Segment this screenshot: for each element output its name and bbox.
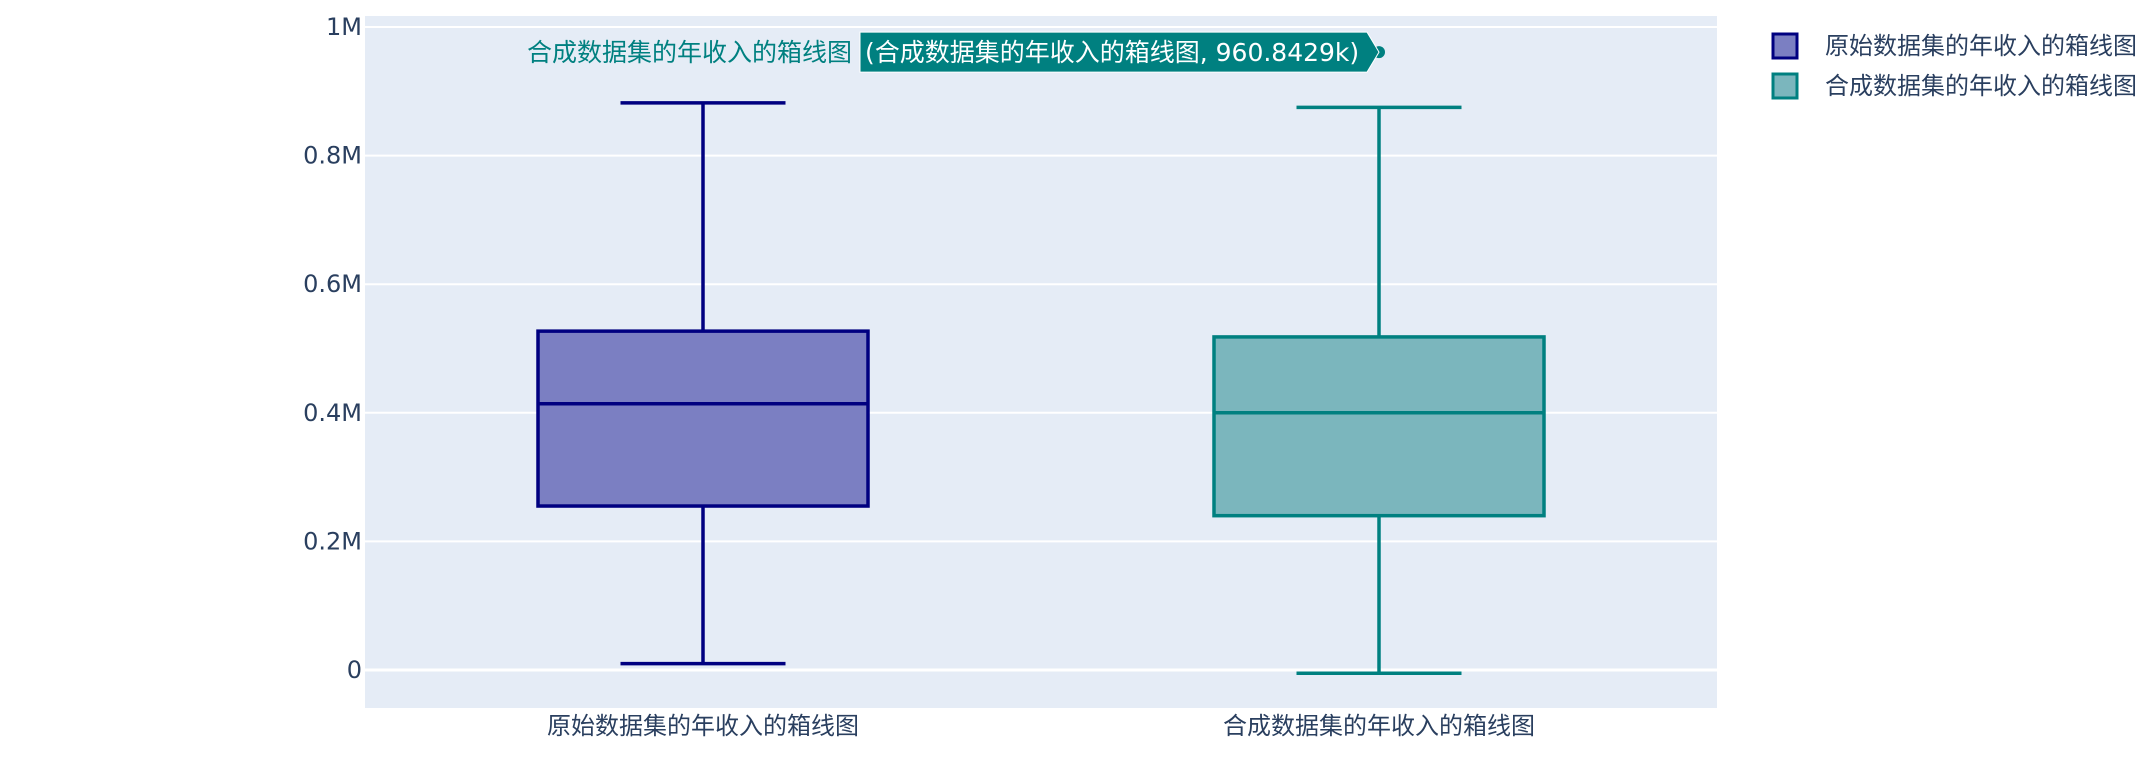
box-iqr[interactable] (1214, 337, 1544, 516)
y-axis-tick-labels: 0 0.2M 0.4M 0.6M 0.8M 1M (303, 13, 362, 684)
y-tick-label: 0.2M (303, 527, 362, 555)
x-category-label: 合成数据集的年收入的箱线图 (1223, 712, 1535, 740)
legend-label: 合成数据集的年收入的箱线图 (1825, 72, 2137, 100)
hover-name-label: 合成数据集的年收入的箱线图 (527, 38, 852, 67)
legend-swatch (1773, 34, 1797, 58)
x-axis-category-labels: 原始数据集的年收入的箱线图 合成数据集的年收入的箱线图 (547, 712, 1535, 740)
y-tick-label: 0 (347, 656, 362, 684)
legend-swatch (1773, 74, 1797, 98)
x-category-label: 原始数据集的年收入的箱线图 (547, 712, 859, 740)
y-tick-label: 1M (326, 13, 362, 41)
legend-label: 原始数据集的年收入的箱线图 (1825, 32, 2137, 60)
hover-tooltip: (合成数据集的年收入的箱线图, 960.8429k) 合成数据集的年收入的箱线图 (527, 32, 1385, 72)
legend-item[interactable]: 原始数据集的年收入的箱线图 (1773, 32, 2137, 60)
y-tick-label: 0.4M (303, 399, 362, 427)
hover-value-label: (合成数据集的年收入的箱线图, 960.8429k) (865, 38, 1359, 67)
y-tick-label: 0.8M (303, 142, 362, 170)
y-tick-label: 0.6M (303, 270, 362, 298)
legend-item[interactable]: 合成数据集的年收入的箱线图 (1773, 72, 2137, 100)
box-iqr[interactable] (538, 331, 868, 506)
